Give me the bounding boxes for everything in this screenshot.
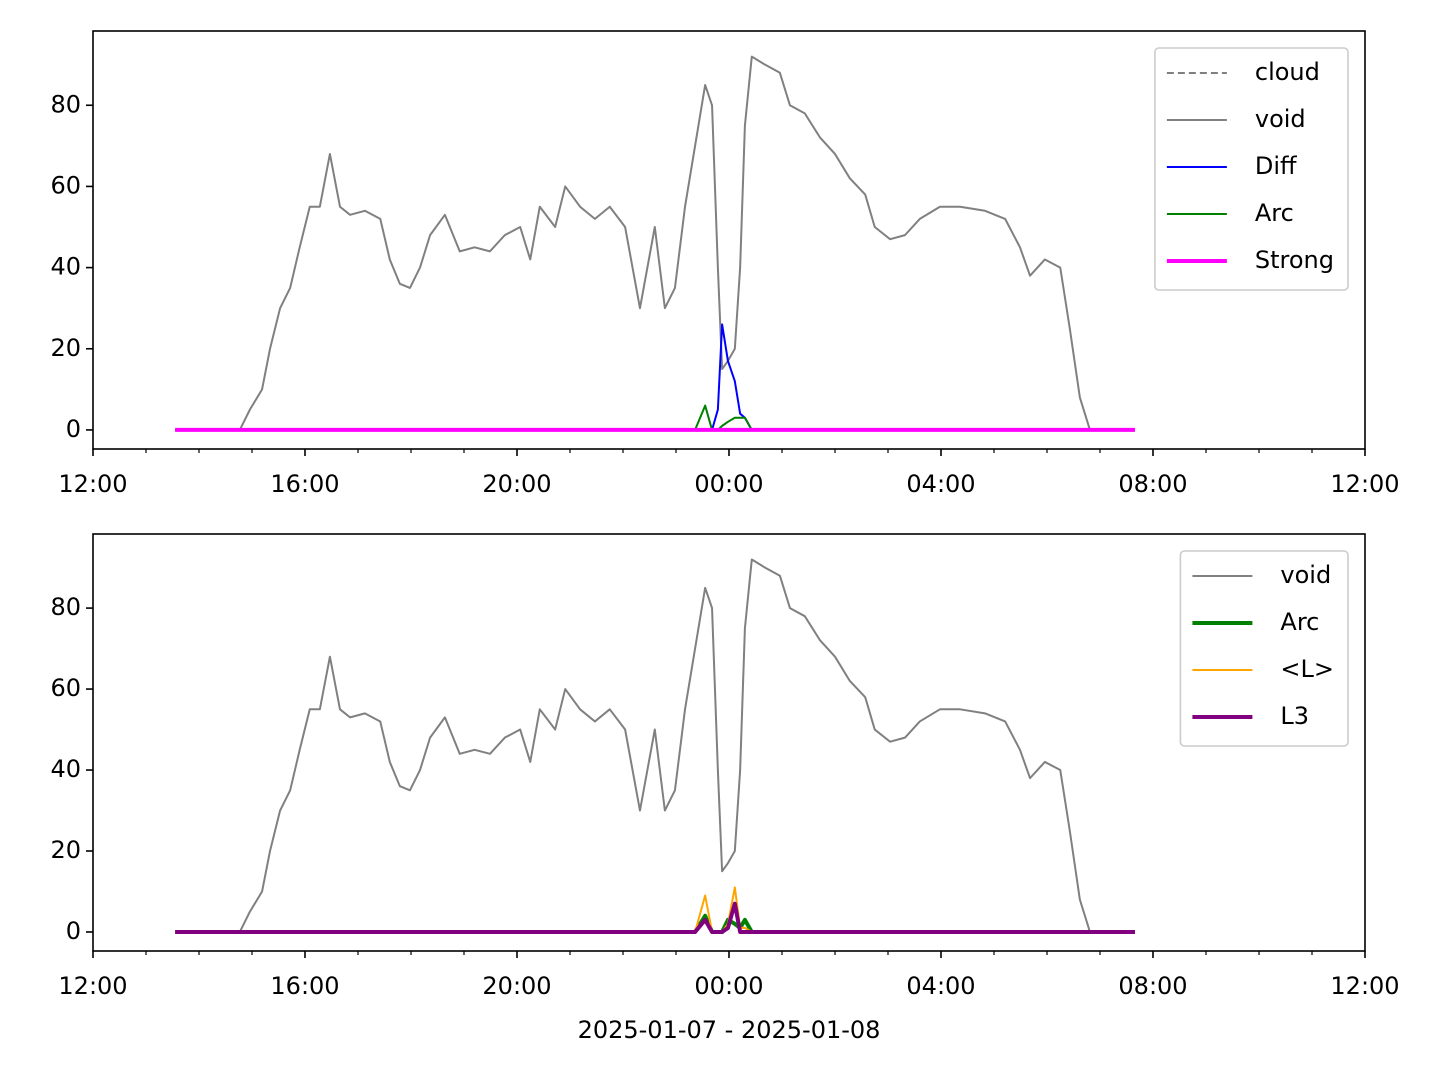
y-tick-label: 0 xyxy=(66,415,81,443)
legend-label: Diff xyxy=(1255,152,1297,180)
series-line xyxy=(175,323,1135,431)
legend-label: void xyxy=(1280,561,1331,589)
x-tick-label: 12:00 xyxy=(58,972,127,1000)
x-tick-label: 00:00 xyxy=(694,972,763,1000)
y-tick-label: 60 xyxy=(50,171,81,199)
legend-label: void xyxy=(1255,105,1306,133)
y-tick-label: 0 xyxy=(66,917,81,945)
y-tick-label: 20 xyxy=(50,836,81,864)
y-tick-label: 20 xyxy=(50,334,81,362)
legend-label: L3 xyxy=(1280,702,1309,730)
y-tick-label: 40 xyxy=(50,755,81,783)
series-line xyxy=(175,901,1135,934)
legend-frame xyxy=(1154,47,1349,291)
y-tick-label: 60 xyxy=(50,674,81,702)
series-line xyxy=(175,404,1135,431)
legend: cloud void Diff Arc Strong xyxy=(1154,47,1349,291)
x-tick-label: 20:00 xyxy=(482,470,551,498)
x-tick-label: 00:00 xyxy=(694,470,763,498)
x-tick-label: 04:00 xyxy=(906,972,975,1000)
x-tick-label: 12:00 xyxy=(1330,972,1399,1000)
series-line xyxy=(175,913,1135,934)
axes-frame xyxy=(92,533,1366,952)
legend-label: Strong xyxy=(1255,246,1334,274)
x-tick-label: 04:00 xyxy=(906,470,975,498)
series-line xyxy=(175,558,1135,933)
legend: void Arc <L> L3 xyxy=(1179,550,1349,747)
legend-label: Arc xyxy=(1280,608,1319,636)
x-tick-label: 16:00 xyxy=(270,972,339,1000)
legend-label: <L> xyxy=(1280,655,1334,683)
y-tick-label: 80 xyxy=(50,90,81,118)
x-tick-label: 12:00 xyxy=(1330,470,1399,498)
legend-label: cloud xyxy=(1255,58,1320,86)
x-tick-label: 08:00 xyxy=(1118,972,1187,1000)
x-tick-label: 12:00 xyxy=(58,470,127,498)
series-line xyxy=(175,886,1135,933)
y-tick-label: 40 xyxy=(50,253,81,281)
y-tick-label: 80 xyxy=(50,593,81,621)
legend-frame xyxy=(1179,550,1349,747)
x-tick-label: 08:00 xyxy=(1118,470,1187,498)
x-tick-label: 16:00 xyxy=(270,470,339,498)
x-axis-label: 2025-01-07 - 2025-01-08 xyxy=(578,1016,881,1044)
x-tick-label: 20:00 xyxy=(482,972,551,1000)
series-line xyxy=(175,55,1135,431)
legend-label: Arc xyxy=(1255,199,1294,227)
